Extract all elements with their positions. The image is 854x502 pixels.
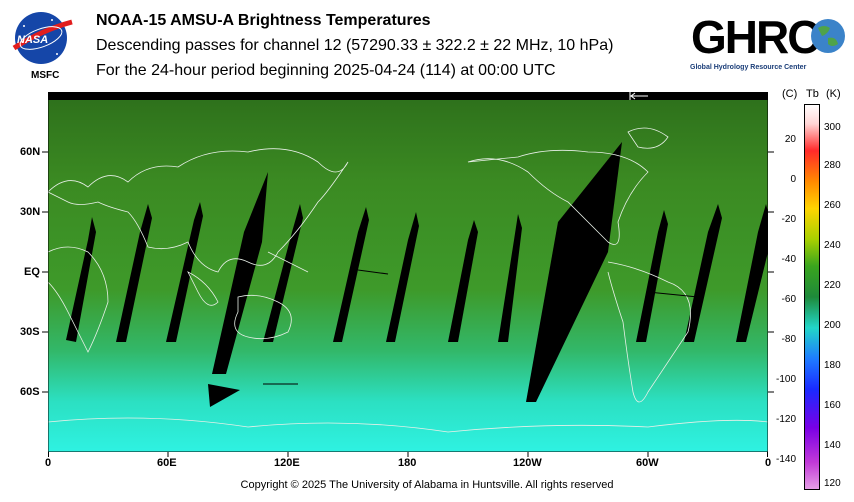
swath-gaps: [66, 142, 768, 407]
lat-label-60s: 60S: [20, 386, 40, 398]
colorbar-c-20: 20: [784, 134, 796, 145]
lon-ticks: [48, 452, 768, 457]
colorbar-c-m100: -100: [775, 374, 796, 385]
colorbar-header-k: (K): [826, 88, 841, 100]
ghrc-wordmark: GHRC: [691, 11, 820, 63]
lon-label-60e: 60E: [157, 457, 177, 469]
map-title: NOAA-15 AMSU-A Brightness Temperatures: [96, 12, 431, 29]
globe-icon: [811, 19, 845, 53]
lon-label-120w: 120W: [513, 457, 542, 469]
nasa-logo-icon: [12, 12, 73, 64]
colorbar-k-120: 120: [824, 478, 841, 489]
colorbar-k-240: 240: [824, 240, 841, 251]
colorbar-c-m60: -60: [781, 294, 796, 305]
map-period: For the 24-hour period beginning 2025-04…: [96, 62, 556, 79]
colorbar-header-tb: Tb: [806, 88, 819, 100]
lat-label-30n: 30N: [20, 206, 41, 218]
coastlines: [48, 127, 768, 433]
colorbar-k-280: 280: [824, 160, 841, 171]
lon-label-0: 0: [45, 457, 52, 469]
polar-data-gap: [48, 92, 768, 100]
brightness-map: [48, 92, 768, 452]
colorbar-k-200: 200: [824, 320, 841, 331]
copyright-notice: Copyright © 2025 The University of Alaba…: [240, 479, 614, 491]
colorbar-c-m80: -80: [781, 334, 796, 345]
colorbar-k-140: 140: [824, 440, 841, 451]
lon-label-180: 180: [398, 457, 417, 469]
colorbar-c-m20: -20: [781, 214, 796, 225]
map-subtitle: Descending passes for channel 12 (57290.…: [96, 37, 614, 54]
colorbar-c-m120: -120: [775, 414, 796, 425]
colorbar-k-300: 300: [824, 122, 841, 133]
colorbar-c-m140: -140: [775, 454, 796, 465]
msfc-label: MSFC: [31, 70, 60, 81]
lat-label-60n: 60N: [20, 146, 41, 158]
colorbar-k-180: 180: [824, 360, 841, 371]
lon-label-0-east: 0: [765, 457, 772, 469]
colorbar-k-160: 160: [824, 400, 841, 411]
lat-ticks-right: [768, 151, 774, 393]
lat-label-eq: EQ: [24, 266, 40, 278]
colorbar-k-260: 260: [824, 200, 841, 211]
lat-label-30s: 30S: [20, 326, 40, 338]
colorbar-c-0: 0: [790, 174, 796, 185]
colorbar-k-220: 220: [824, 280, 841, 291]
lat-ticks: [42, 151, 48, 393]
lon-label-60w: 60W: [636, 457, 659, 469]
ghrc-subtitle: Global Hydrology Resource Center: [690, 64, 807, 71]
colorbar-header-c: (C): [782, 88, 798, 100]
colorbar-c-m40: -40: [781, 254, 796, 265]
colorbar: [804, 104, 820, 490]
lon-label-120e: 120E: [274, 457, 300, 469]
arrow-left-icon: [629, 92, 648, 100]
nasa-wordmark: NASA: [17, 34, 49, 46]
